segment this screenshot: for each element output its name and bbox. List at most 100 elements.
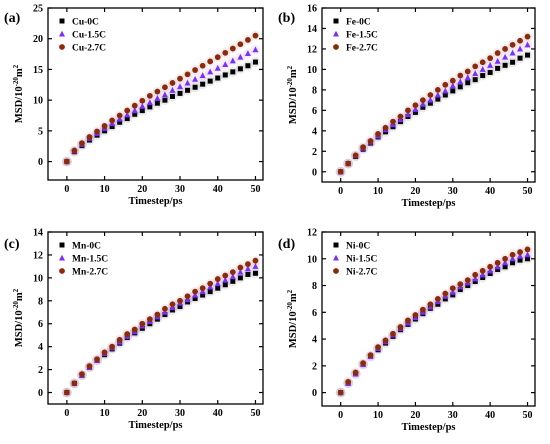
x-tick-label: 10 — [100, 408, 110, 419]
data-point — [495, 266, 501, 272]
data-point — [457, 78, 464, 85]
x-tick-label: 50 — [250, 408, 260, 419]
data-point — [139, 320, 146, 327]
data-point — [427, 301, 434, 308]
y-tick-label: 4 — [312, 335, 317, 346]
data-point — [177, 297, 183, 304]
y-tick-label: 6 — [312, 308, 317, 319]
data-point — [517, 45, 524, 52]
legend: Cu-0C Cu-1.5C Cu-2.7C — [59, 18, 106, 54]
data-point — [419, 97, 426, 104]
data-point — [442, 290, 449, 297]
data-point — [117, 119, 123, 125]
data-point — [449, 288, 456, 295]
data-point — [199, 62, 206, 69]
data-point — [207, 289, 213, 295]
ylabel-text-part: m — [288, 293, 299, 302]
data-point — [214, 54, 221, 61]
data-point — [495, 65, 501, 71]
series-Fe-2.7C — [335, 31, 533, 177]
data-point — [494, 259, 501, 266]
data-point — [146, 316, 153, 323]
series-Ni-1.5C — [335, 249, 533, 398]
data-point — [420, 104, 426, 110]
data-point — [457, 281, 464, 288]
data-point — [109, 124, 115, 130]
legend-label: Cu-0C — [72, 18, 99, 28]
y-axis-label: MSD/10-20m2 — [12, 288, 25, 347]
data-point — [252, 257, 259, 264]
data-point — [427, 92, 434, 98]
legend-marker — [333, 254, 339, 261]
legend: Ni-0C Ni-1.5C Ni-2.7C — [333, 242, 378, 278]
data-point — [154, 88, 161, 95]
legend-label: Ni-2.7C — [346, 268, 378, 278]
data-point — [502, 46, 509, 52]
y-tick-label: 10 — [307, 65, 317, 76]
legend-label: Ni-0C — [346, 242, 370, 252]
data-point — [169, 80, 176, 86]
data-point — [162, 97, 168, 103]
data-point — [237, 66, 243, 72]
ylabel-text-part: MSD/10 — [14, 310, 25, 347]
data-point — [192, 296, 198, 302]
y-tick-label: 8 — [38, 296, 43, 307]
x-tick-label: 30 — [175, 184, 185, 195]
data-point — [200, 81, 206, 87]
data-point — [524, 251, 531, 258]
data-point — [215, 75, 221, 81]
data-point — [229, 273, 236, 280]
ylabel-text-part: m — [288, 69, 299, 78]
data-point — [192, 75, 199, 82]
data-point — [367, 352, 374, 359]
data-point — [86, 134, 93, 140]
x-tick-label: 0 — [338, 410, 343, 421]
data-point — [154, 95, 161, 101]
y-axis-label: MSD/10-20m2 — [286, 65, 299, 124]
data-point — [79, 140, 85, 147]
data-point — [214, 276, 221, 282]
ylabel-superscript: 2 — [12, 64, 20, 68]
data-point — [131, 107, 138, 114]
y-tick-label: 0 — [312, 388, 317, 399]
data-point — [435, 301, 441, 307]
data-point — [442, 92, 448, 98]
legend-label: Mn-1.5C — [72, 255, 108, 265]
x-tick-label: 30 — [175, 408, 185, 419]
data-point — [434, 91, 441, 98]
legend-marker — [59, 254, 65, 261]
data-point — [124, 116, 130, 122]
data-point — [116, 115, 123, 122]
x-tick-label: 50 — [250, 184, 260, 195]
data-point — [177, 90, 183, 96]
data-point — [154, 100, 160, 106]
legend-label: Mn-2.7C — [72, 268, 108, 278]
data-point — [412, 109, 418, 115]
ylabel-superscript: -20 — [286, 78, 294, 88]
series-Fe-1.5C — [335, 39, 533, 177]
data-point — [207, 78, 213, 84]
data-point — [472, 70, 479, 77]
y-tick-label: 12 — [307, 44, 317, 55]
data-point — [244, 265, 251, 272]
panel-letter: (b) — [278, 11, 295, 26]
data-point — [360, 360, 367, 367]
data-point — [442, 296, 448, 302]
series-Mn-2.7C — [61, 255, 261, 398]
y-tick-label: 25 — [33, 4, 43, 15]
data-point — [63, 158, 70, 165]
data-point — [464, 277, 471, 284]
data-point — [222, 61, 229, 68]
data-point — [147, 104, 153, 110]
data-point — [207, 68, 214, 75]
legend-marker — [59, 30, 65, 37]
ylabel-superscript: 2 — [12, 288, 20, 292]
data-point — [449, 82, 456, 89]
data-point — [480, 73, 486, 79]
data-point — [457, 84, 463, 90]
data-point — [502, 264, 508, 270]
data-point — [479, 267, 486, 274]
data-point — [101, 123, 108, 129]
legend-marker — [59, 242, 65, 248]
